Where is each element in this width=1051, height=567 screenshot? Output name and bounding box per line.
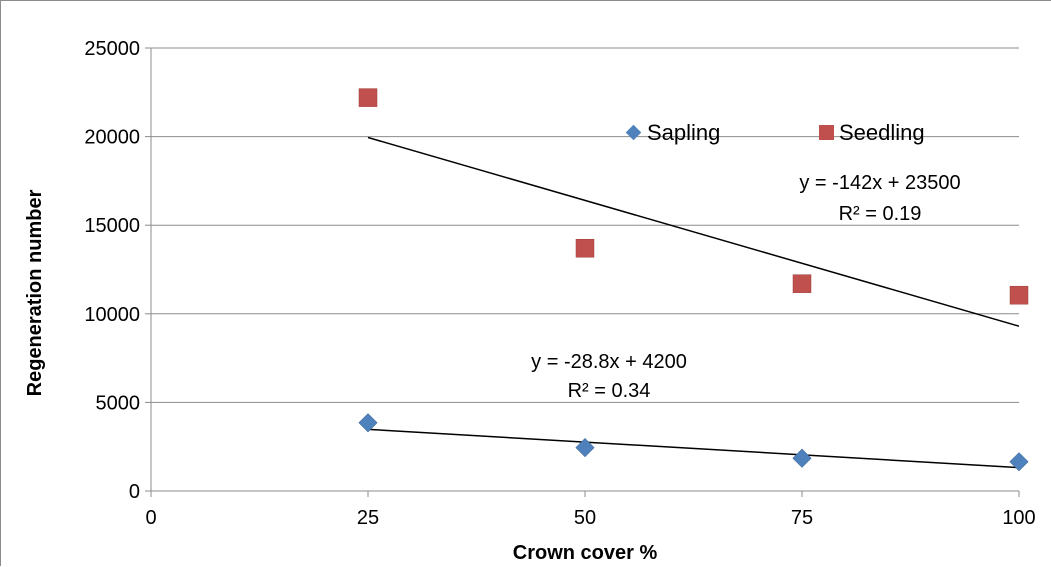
sapling-trendline xyxy=(367,428,1020,469)
legend-label-seedling: Seedling xyxy=(839,120,925,145)
sapling-point xyxy=(575,438,595,458)
seedling-trend-equation: y = -142x + 23500 xyxy=(799,172,960,194)
axes xyxy=(145,47,1020,497)
x-axis-title: Crown cover % xyxy=(513,542,658,564)
y-tick-label: 15000 xyxy=(84,215,140,237)
sapling-trend-r2: R² = 0.34 xyxy=(568,380,651,402)
seedling-trendline xyxy=(367,136,1020,327)
sapling-point xyxy=(792,448,812,468)
y-tick-labels: 0 5000 10000 15000 20000 25000 xyxy=(84,38,140,503)
legend-item-seedling: Seedling xyxy=(819,120,925,145)
sapling-point xyxy=(1009,452,1029,472)
y-tick-label: 20000 xyxy=(84,127,140,149)
x-tick-label: 100 xyxy=(1002,507,1035,529)
y-tick-label: 5000 xyxy=(96,392,141,414)
x-tick-label: 25 xyxy=(357,507,379,529)
sapling-trend-equation: y = -28.8x + 4200 xyxy=(531,351,687,373)
y-tick-label: 0 xyxy=(129,481,140,503)
legend-marker-seedling xyxy=(819,125,834,140)
seedling-point xyxy=(1009,285,1029,305)
legend: Sapling Seedling xyxy=(625,120,925,145)
x-tick-label: 50 xyxy=(574,507,596,529)
x-tick-label: 0 xyxy=(145,507,156,529)
y-axis-title: Regeneration number xyxy=(24,189,46,396)
seedling-point xyxy=(575,238,595,258)
seedling-point xyxy=(358,88,378,107)
legend-item-sapling: Sapling xyxy=(625,120,720,145)
seedling-trend-r2: R² = 0.19 xyxy=(839,203,922,225)
y-tick-label: 10000 xyxy=(84,304,140,326)
data-points xyxy=(358,88,1029,472)
legend-marker-sapling xyxy=(625,124,642,141)
y-tick-label: 25000 xyxy=(84,38,140,60)
legend-label-sapling: Sapling xyxy=(647,120,720,145)
sapling-point xyxy=(358,413,378,433)
gridlines xyxy=(151,47,1019,403)
x-tick-labels: 0 25 50 75 100 xyxy=(145,507,1035,529)
seedling-point xyxy=(792,274,812,293)
trendlines xyxy=(367,136,1020,469)
x-tick-label: 75 xyxy=(791,507,813,529)
